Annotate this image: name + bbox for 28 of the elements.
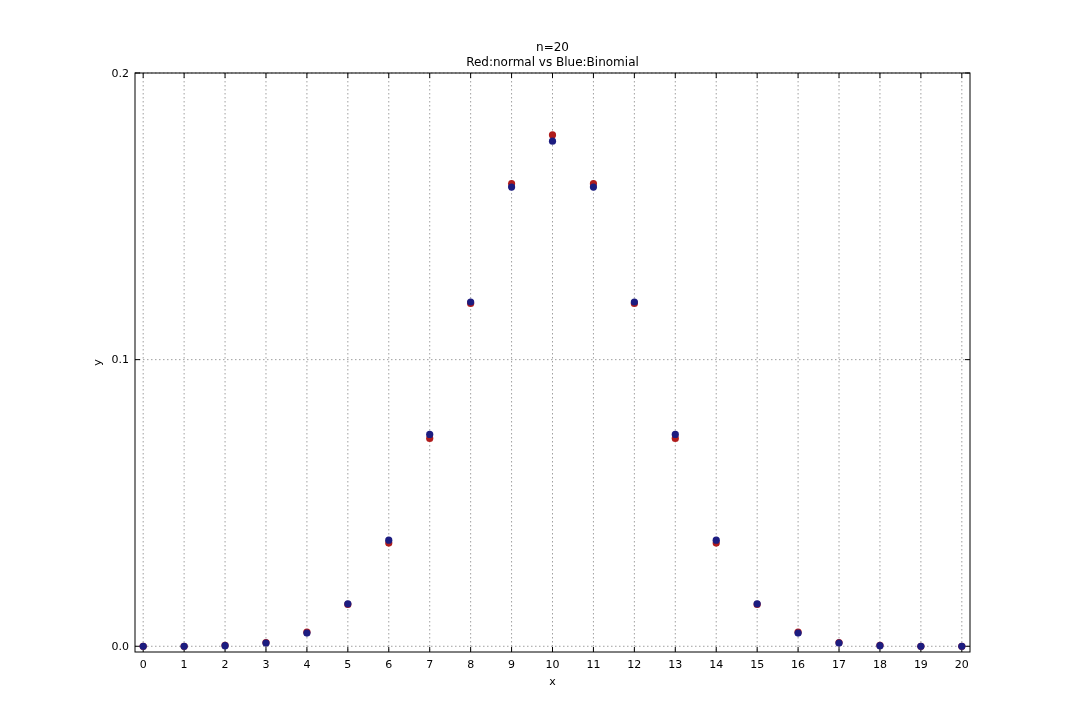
chart-subtitle: Red:normal vs Blue:Binomial <box>466 55 639 69</box>
x-tick-label: 2 <box>221 658 229 671</box>
x-tick-label: 0 <box>139 658 147 671</box>
y-tick-label: 0.1 <box>111 353 129 367</box>
x-tick-label: 10 <box>545 658 560 671</box>
x-tick-label: 7 <box>426 658 434 671</box>
x-tick-label: 19 <box>913 658 928 671</box>
x-tick-label: 17 <box>832 658 847 671</box>
x-tick-label: 16 <box>791 658 806 671</box>
x-axis-title: x <box>549 675 557 688</box>
x-tick-label: 4 <box>303 658 311 671</box>
x-tick-label: 1 <box>180 658 188 671</box>
x-tick-label: 8 <box>467 658 475 671</box>
x-tick-label: 11 <box>586 658 601 671</box>
x-tick-label: 14 <box>709 658 724 671</box>
y-tick-label: 0.2 <box>111 66 129 80</box>
chart-title: n=20 <box>536 40 569 54</box>
x-tick-label: 20 <box>954 658 969 671</box>
x-tick-label: 5 <box>344 658 352 671</box>
y-axis-title: y <box>91 358 104 366</box>
x-tick-label: 12 <box>627 658 642 671</box>
x-tick-label: 6 <box>385 658 393 671</box>
x-tick-label: 13 <box>668 658 683 671</box>
x-tick-label: 3 <box>262 658 270 671</box>
y-tick-label: 0.0 <box>111 640 129 654</box>
x-tick-label: 18 <box>872 658 887 671</box>
x-tick-label: 15 <box>750 658 765 671</box>
x-tick-label: 9 <box>508 658 516 671</box>
